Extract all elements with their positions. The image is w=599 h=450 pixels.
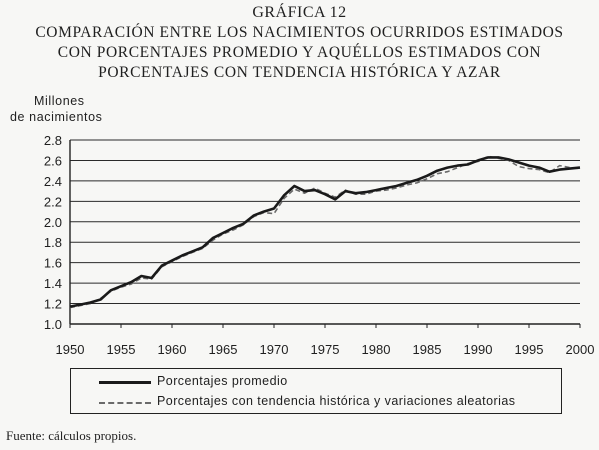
y-tick-label: 1.8 [44,235,62,250]
series-line-solid [69,156,581,308]
chart-heading: GRÁFICA 12 [252,4,347,21]
chart-subtitle-line-3: PORCENTAJES CON TENDENCIA HISTÓRICA Y AZ… [98,64,501,81]
x-tick-label: 1985 [413,342,442,357]
x-axis-ticks: 1950 1955 1960 1965 1970 1975 1980 1985 1990 1995… [56,324,595,357]
legend: Porcentajes promedio Porcentajes con ten… [70,368,562,414]
y-tick-label: 2.8 [44,133,62,148]
source-note: Fuente: cálculos propios. [6,428,137,443]
legend-dashed-line-swatch [99,402,151,404]
y-tick-label: 2.2 [44,194,62,209]
x-tick-label: 1965 [209,342,238,357]
x-tick-label: 1950 [56,342,85,357]
y-tick-label: 2.6 [44,153,62,168]
y-tick-label: 2.4 [44,174,62,189]
chart-subtitle-line-1: COMPARACIÓN ENTRE LOS NACIMIENTOS OCURRI… [35,24,564,41]
y-tick-label: 1.4 [44,276,62,291]
chart-title-block: GRÁFICA 12 COMPARACIÓN ENTRE LOS NACIMIE… [0,3,599,83]
y-axis-label-line-1: Millones [34,94,85,108]
y-tick-label: 2.0 [44,215,62,230]
legend-item-dashed: Porcentajes con tendencia histórica y va… [71,392,561,412]
x-tick-label: 1960 [158,342,187,357]
x-tick-label: 2000 [566,342,595,357]
legend-label-dashed: Porcentajes con tendencia histórica y va… [157,394,516,408]
y-tick-label: 1.0 [44,317,62,332]
chart-subtitle-line-2: CON PORCENTAJES PROMEDIO Y AQUÉLLOS ESTI… [57,44,542,61]
x-tick-label: 1995 [515,342,544,357]
legend-label-solid: Porcentajes promedio [157,374,288,388]
series-lines [69,155,581,309]
legend-solid-line-swatch [99,381,151,384]
y-tick-label: 1.6 [44,256,62,271]
gridlines [69,139,580,325]
x-tick-label: 1980 [362,342,391,357]
y-tick-label: 1.2 [44,297,62,312]
legend-item-solid: Porcentajes promedio [71,372,561,392]
y-axis-ticks: 1.0 1.2 1.4 1.6 1.8 2.0 2.2 2.4 2.6 2.8 [44,133,62,332]
series-line-dashed [69,155,581,309]
x-tick-label: 1990 [464,342,493,357]
x-tick-label: 1955 [107,342,136,357]
x-tick-label: 1975 [311,342,340,357]
y-axis-label-line-2: de nacimientos [10,110,103,124]
x-tick-label: 1970 [260,342,289,357]
